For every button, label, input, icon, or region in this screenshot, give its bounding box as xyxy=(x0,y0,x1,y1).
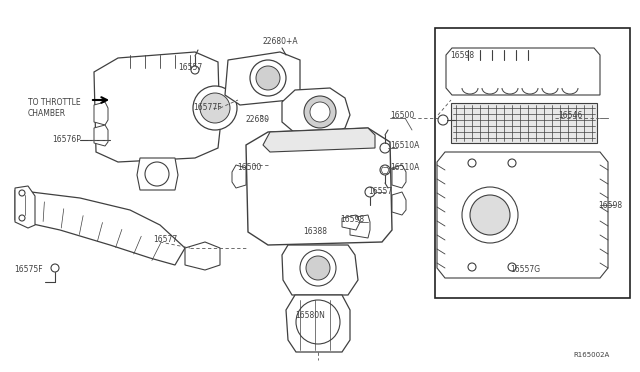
Circle shape xyxy=(462,187,518,243)
Circle shape xyxy=(145,162,169,186)
Text: 16510A: 16510A xyxy=(390,164,419,173)
Text: 16577: 16577 xyxy=(153,235,177,244)
Text: 16598: 16598 xyxy=(598,201,622,209)
Circle shape xyxy=(193,86,237,130)
Text: 22680: 22680 xyxy=(245,115,269,125)
Circle shape xyxy=(468,159,476,167)
Polygon shape xyxy=(94,102,108,125)
Polygon shape xyxy=(225,52,300,105)
Text: 16557: 16557 xyxy=(368,187,392,196)
Circle shape xyxy=(380,143,390,153)
Circle shape xyxy=(304,96,336,128)
Circle shape xyxy=(200,93,230,123)
Polygon shape xyxy=(94,52,220,162)
Text: 16575F: 16575F xyxy=(14,266,43,275)
Polygon shape xyxy=(392,192,406,215)
Circle shape xyxy=(300,250,336,286)
Polygon shape xyxy=(263,128,375,152)
Polygon shape xyxy=(282,88,350,135)
Polygon shape xyxy=(446,48,600,95)
Circle shape xyxy=(191,66,199,74)
Text: 16510A: 16510A xyxy=(390,141,419,150)
Circle shape xyxy=(310,102,330,122)
Circle shape xyxy=(380,165,390,175)
Text: 16580N: 16580N xyxy=(295,311,325,321)
Circle shape xyxy=(508,159,516,167)
Circle shape xyxy=(468,263,476,271)
Polygon shape xyxy=(282,245,358,295)
Polygon shape xyxy=(286,295,350,352)
Polygon shape xyxy=(246,128,392,245)
Polygon shape xyxy=(15,186,35,228)
Circle shape xyxy=(470,195,510,235)
Circle shape xyxy=(365,187,375,197)
Polygon shape xyxy=(392,165,406,188)
Polygon shape xyxy=(94,125,108,146)
Text: R165002A: R165002A xyxy=(573,352,610,358)
Text: 16500: 16500 xyxy=(390,110,414,119)
Circle shape xyxy=(19,215,25,221)
Text: 16546: 16546 xyxy=(558,110,582,119)
Polygon shape xyxy=(350,215,370,238)
Text: 16576P: 16576P xyxy=(52,135,81,144)
Text: 16557: 16557 xyxy=(178,64,202,73)
Text: 16598: 16598 xyxy=(340,215,364,224)
Circle shape xyxy=(508,263,516,271)
Circle shape xyxy=(250,60,286,96)
Circle shape xyxy=(19,190,25,196)
Text: 16598: 16598 xyxy=(450,51,474,60)
Text: 16557G: 16557G xyxy=(510,266,540,275)
Text: 16577F: 16577F xyxy=(193,103,221,112)
Polygon shape xyxy=(342,215,360,230)
Polygon shape xyxy=(451,103,597,143)
Circle shape xyxy=(438,115,448,125)
Bar xyxy=(435,28,630,298)
Circle shape xyxy=(306,256,330,280)
Polygon shape xyxy=(15,190,185,265)
Polygon shape xyxy=(232,165,246,188)
Text: 22680+A: 22680+A xyxy=(262,38,298,46)
Text: TO THROTTLE
CHAMBER: TO THROTTLE CHAMBER xyxy=(28,98,81,118)
Circle shape xyxy=(256,66,280,90)
Circle shape xyxy=(51,264,59,272)
Polygon shape xyxy=(437,152,608,278)
Text: 16388: 16388 xyxy=(303,228,327,237)
Polygon shape xyxy=(185,242,220,270)
Text: 16500: 16500 xyxy=(237,164,261,173)
Polygon shape xyxy=(137,158,178,190)
Circle shape xyxy=(296,300,340,344)
